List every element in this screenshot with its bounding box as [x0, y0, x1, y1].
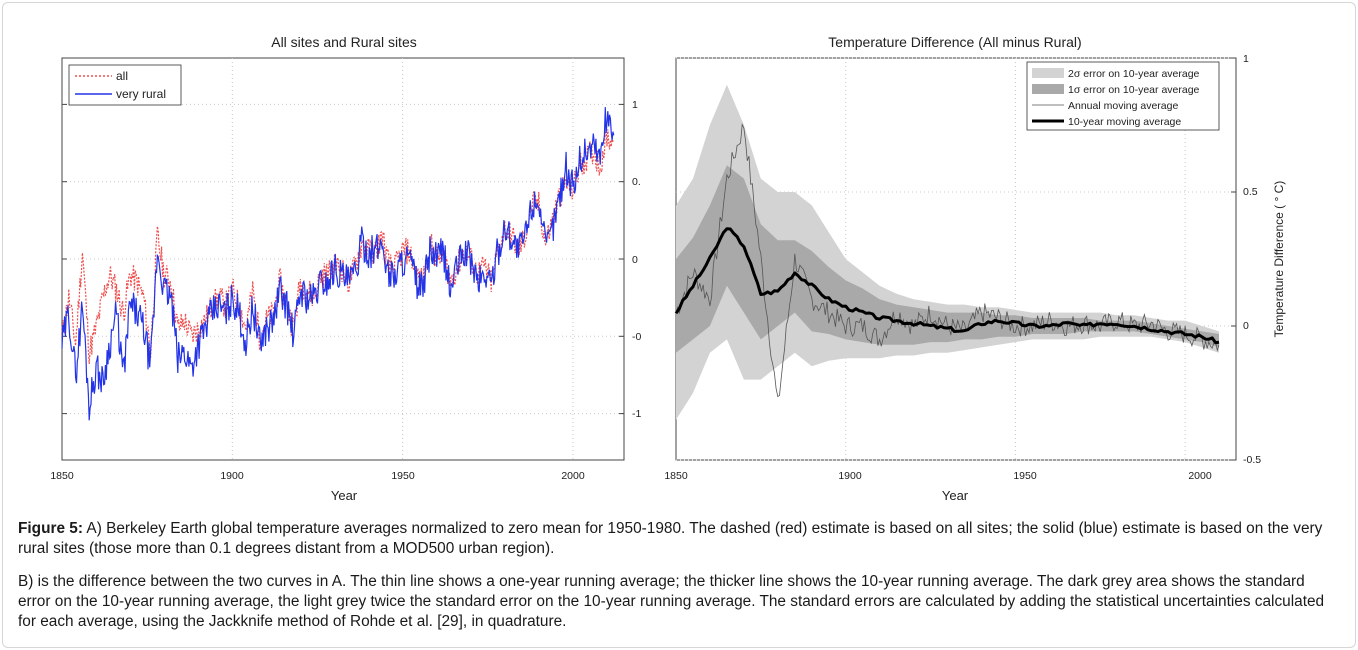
chart-a-x-ticks: 1850 1900 1950 2000 [50, 470, 585, 482]
chart-a-ytick-m1: -1 [632, 408, 641, 420]
legend-label-2sigma: 2σ error on 10-year average [1068, 68, 1200, 80]
chart-a: All sites and Rural sites 1850 1900 1950… [50, 34, 641, 503]
legend-label-1sigma: 1σ error on 10-year average [1068, 84, 1200, 96]
legend-label-annual: Annual moving average [1068, 100, 1178, 112]
chart-a-title: All sites and Rural sites [271, 34, 417, 50]
chart-b-xtick-2000: 2000 [1188, 470, 1212, 482]
chart-a-xtick-2000: 2000 [561, 470, 585, 482]
chart-b-xtick-1850: 1850 [664, 470, 688, 482]
chart-a-ytick-0: 0 [632, 254, 638, 266]
series-line-very-rural [61, 107, 615, 421]
legend-label-very-rural: very rural [116, 87, 166, 101]
chart-b-y-ticks: 1 0.5 0 -0.5 [1243, 53, 1261, 466]
legend-label-all: all [116, 69, 128, 83]
chart-b-xlabel: Year [942, 488, 969, 503]
chart-b-ytick-1: 1 [1243, 53, 1249, 65]
chart-b-ytick-m0.5: -0.5 [1243, 454, 1261, 466]
chart-b-ytick-0: 0 [1243, 320, 1249, 332]
chart-b-ytick-0.5: 0.5 [1243, 186, 1258, 198]
chart-a-xlabel: Year [331, 488, 358, 503]
figure-caption-a-text: A) Berkeley Earth global temperature ave… [18, 520, 1323, 557]
band-1sigma [676, 165, 1219, 353]
series-line-decadal [674, 227, 1220, 345]
series-line-annual [675, 122, 1220, 398]
chart-a-legend-box [68, 64, 182, 106]
chart-b-x-ticks: 1850 1900 1950 2000 [664, 470, 1212, 482]
chart-b: Temperature Difference (All minus Rural)… [664, 34, 1286, 503]
chart-a-xtick-1950: 1950 [391, 470, 415, 482]
chart-a-ytick-m0: -0 [632, 331, 641, 343]
figure-caption-b: B) is the difference between the two cur… [18, 573, 1325, 630]
band-2sigma [676, 84, 1219, 420]
chart-a-ytick-0p: 0. [632, 176, 641, 188]
figure-caption-label: Figure 5: [18, 520, 83, 537]
chart-a-y-ticks: 1 0. 0 -0 -1 [632, 99, 641, 420]
chart-a-series [61, 107, 615, 421]
legend-label-decadal: 10-year moving average [1068, 116, 1181, 128]
chart-b-legend: 2σ error on 10-year average 1σ error on … [1026, 61, 1220, 131]
legend-swatch-1sigma [1032, 84, 1064, 94]
chart-a-legend: all very rural [68, 64, 182, 106]
chart-b-title: Temperature Difference (All minus Rural) [828, 34, 1081, 50]
chart-a-xtick-1850: 1850 [50, 470, 74, 482]
chart-b-ylabel: Temperature Difference ( ° C) [1272, 181, 1286, 338]
chart-b-xtick-1950: 1950 [1013, 470, 1037, 482]
chart-a-xtick-1900: 1900 [220, 470, 244, 482]
figure-charts: All sites and Rural sites 1850 1900 1950… [50, 34, 1286, 503]
legend-swatch-2sigma [1032, 68, 1064, 78]
chart-a-ytick-1: 1 [632, 99, 638, 111]
figure-caption-a: Figure 5: A) Berkeley Earth global tempe… [18, 519, 1340, 559]
chart-b-series [674, 84, 1220, 420]
chart-b-xtick-1900: 1900 [838, 470, 862, 482]
